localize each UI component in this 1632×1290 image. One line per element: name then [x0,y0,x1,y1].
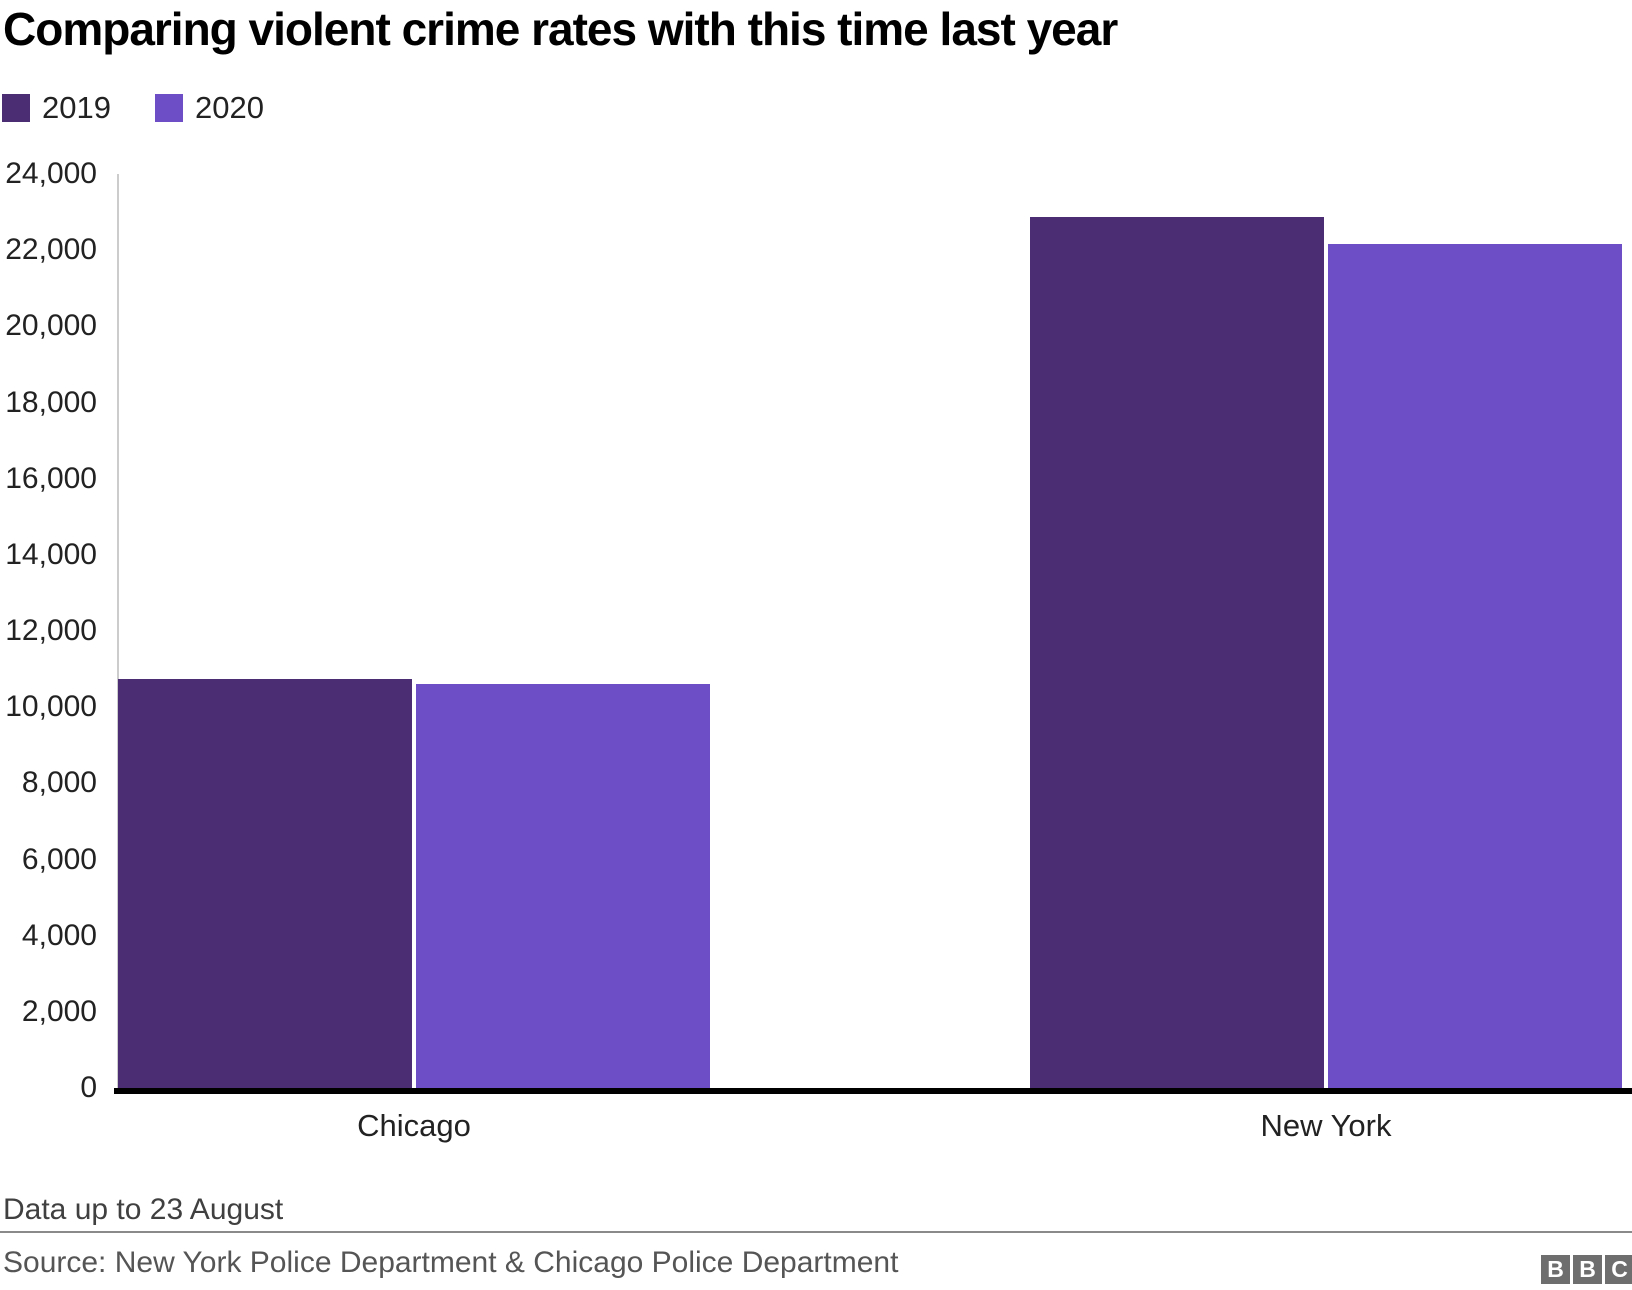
y-axis-tick-label: 16,000 [5,461,97,495]
bar-new-york-2019 [1030,216,1324,1088]
x-axis-label-new-york: New York [1260,1108,1392,1143]
y-axis-tick-label: 0 [80,1071,97,1104]
legend-label-2019: 2019 [42,90,111,125]
legend: 2019 2020 [2,90,264,126]
chart-title: Comparing violent crime rates with this … [3,3,1118,55]
x-axis-label-chicago: Chicago [357,1108,471,1143]
bbc-logo-letter-b2: B [1573,1255,1602,1284]
footer-divider [0,1231,1632,1233]
legend-item-2020: 2020 [154,90,264,126]
bar-chicago-2019 [118,678,412,1088]
legend-swatch-2020-icon [154,94,183,122]
y-axis-tick-label: 18,000 [5,385,97,419]
y-axis-line [117,174,119,1088]
bar-chicago-2020 [416,683,710,1088]
chart-footnote: Data up to 23 August [3,1193,284,1226]
y-axis-tick-label: 6,000 [21,842,97,876]
bbc-logo: B B C [1541,1255,1632,1284]
y-axis-tick-label: 4,000 [21,918,97,952]
y-axis-tick-label: 20,000 [5,309,97,343]
y-axis-tick-label: 2,000 [21,994,97,1028]
x-axis-baseline [114,1088,1632,1094]
bbc-logo-letter-b1: B [1541,1255,1570,1284]
y-axis-tick-label: 10,000 [5,690,97,724]
y-axis-tick-label: 22,000 [5,233,97,267]
y-axis-tick-label: 14,000 [5,537,97,571]
y-axis-tick-label: 8,000 [21,766,97,800]
legend-label-2020: 2020 [194,90,264,125]
legend-item-2019: 2019 [2,90,111,126]
bbc-logo-letter-c: C [1605,1255,1632,1284]
y-axis-tick-label: 12,000 [5,614,97,647]
bar-new-york-2020 [1328,244,1622,1088]
y-axis-tick-label: 24,000 [5,157,97,190]
legend-swatch-2019-icon [2,94,30,122]
source-text: Source: New York Police Department & Chi… [3,1246,899,1279]
